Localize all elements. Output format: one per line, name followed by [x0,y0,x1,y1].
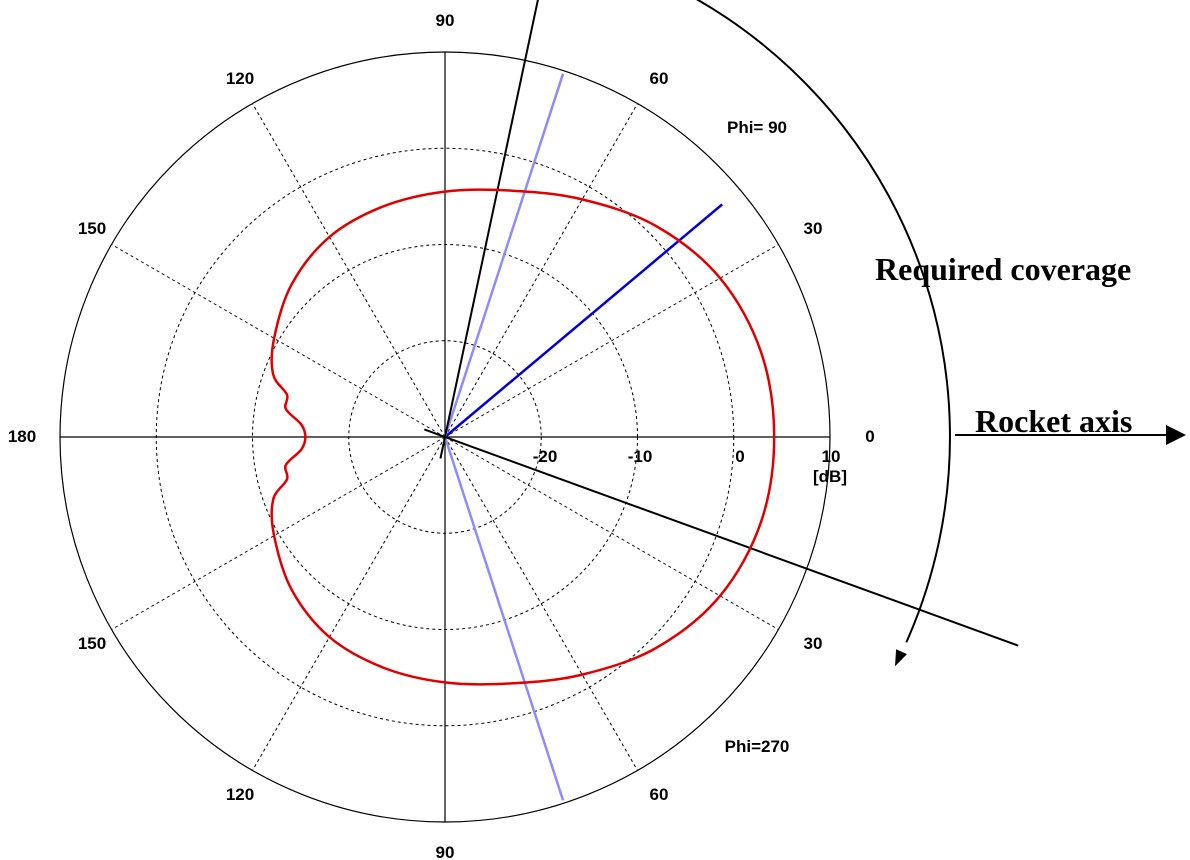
reference-line-phi-270-axis [443,436,565,801]
reference-line-coverage-edge [439,0,539,459]
grid-spoke [444,244,779,438]
angle-label-120-bottom: 120 [226,785,254,804]
rocket-axis-arrow-head [1166,425,1186,445]
pattern-curve [270,188,776,686]
radial-tick-label: -20 [533,447,558,466]
rocket-axis-label: Rocket axis [975,403,1132,439]
grid-spoke [252,103,446,438]
pattern-series [270,188,776,686]
angle-label-120-top: 120 [226,69,254,88]
angle-label-90-bottom: 90 [436,843,455,860]
coverage-arrow-head [895,649,907,667]
angle-label-150-bottom: 150 [78,634,106,653]
angle-label-30-top: 30 [804,219,823,238]
grid-spoke [111,244,446,438]
grid-spoke [252,436,446,771]
cut-label-phi-270: Phi=270 [725,737,790,756]
required-coverage-label: Required coverage [875,251,1131,287]
grid-spoke [111,436,446,630]
radial-unit-label: [dB] [813,467,847,486]
radial-tick-label: 10 [822,447,841,466]
grid-spoke [444,436,779,630]
grid-spoke [444,436,638,771]
angle-label-150-top: 150 [78,219,106,238]
angle-label-30-bottom: 30 [804,634,823,653]
tick-labels: 90 60 30 0 120 150 180 30 60 90 120 150 … [8,11,875,860]
angle-label-180: 180 [8,427,36,446]
radial-tick-label: -10 [628,447,653,466]
reference-lines [423,0,1019,801]
reference-line-phi-90-axis [443,73,565,438]
cut-label-phi-90: Phi= 90 [727,118,787,137]
reference-line-main-beam [444,203,724,438]
coverage-arc [696,0,951,643]
angle-label-90-top: 90 [436,11,455,30]
reference-line-coverage-edge [423,428,1019,647]
radial-tick-label: 0 [735,447,744,466]
angle-label-60-bottom: 60 [650,785,669,804]
angle-label-60-top: 60 [650,69,669,88]
angle-label-0: 0 [865,427,874,446]
annotations: Required coverage Rocket axis [696,0,1186,667]
grid-spoke [444,103,638,438]
